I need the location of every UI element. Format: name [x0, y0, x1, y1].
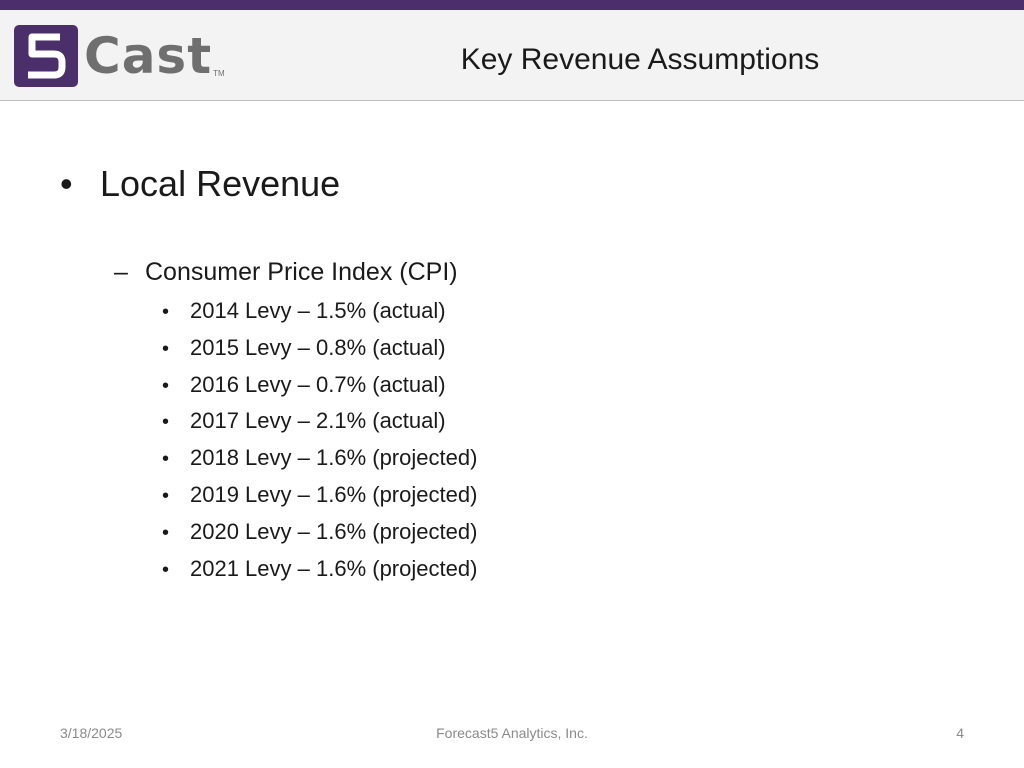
slide-title: Key Revenue Assumptions [460, 43, 820, 76]
list-item-label: 2015 Levy – 0.8% (actual) [190, 334, 446, 360]
list-item-label: 2021 Levy – 1.6% (projected) [190, 555, 478, 581]
bullet-dot-icon: • [162, 484, 170, 507]
list-item-label: 2020 Levy – 1.6% (projected) [190, 518, 478, 544]
logo-trademark: TM [213, 69, 225, 78]
list-item: • 2017 Levy – 2.1% (actual) [162, 405, 477, 442]
list-item: • 2020 Levy – 1.6% (projected) [162, 516, 477, 553]
bullet-dot-icon: • [162, 337, 170, 360]
page-number: 4 [956, 725, 964, 741]
list-item: • 2015 Levy – 0.8% (actual) [162, 332, 477, 369]
bullet-dot-icon: • [162, 448, 170, 471]
bullet-dot-icon: • [162, 411, 170, 434]
bullet-dot-icon: • [162, 521, 170, 544]
section-title: Local Revenue [100, 163, 341, 204]
bullet-dot-icon: • [60, 163, 73, 204]
footer-company: Forecast5 Analytics, Inc. [436, 725, 588, 741]
subsection-title: Consumer Price Index (CPI) [145, 258, 458, 286]
list-item-label: 2014 Levy – 1.5% (actual) [190, 298, 446, 323]
list-item: • 2018 Levy – 1.6% (projected) [162, 442, 477, 479]
section-heading: • Local Revenue [60, 162, 340, 206]
company-logo: Cast TM [14, 24, 225, 88]
list-item: • 2021 Levy – 1.6% (projected) [162, 553, 477, 590]
list-item-label: 2016 Levy – 0.7% (actual) [190, 371, 446, 397]
list-item: • 2019 Levy – 1.6% (projected) [162, 479, 477, 516]
list-item-label: 2018 Levy – 1.6% (projected) [190, 445, 478, 471]
top-accent-bar [0, 0, 1024, 10]
subsection-heading: – Consumer Price Index (CPI) [114, 256, 458, 288]
footer-date: 3/18/2025 [60, 725, 123, 741]
list-item: • 2016 Levy – 0.7% (actual) [162, 369, 477, 406]
five-logo-icon [14, 25, 78, 87]
list-item-label: 2019 Levy – 1.6% (projected) [190, 481, 478, 507]
header-divider [0, 100, 1024, 101]
bullet-dot-icon: • [162, 374, 170, 397]
logo-wordmark: Cast [84, 27, 213, 85]
levy-list: • 2014 Levy – 1.5% (actual) • 2015 Levy – … [162, 295, 477, 589]
dash-bullet-icon: – [114, 258, 128, 286]
bullet-dot-icon: • [162, 301, 170, 323]
slide-header [0, 10, 1024, 100]
bullet-dot-icon: • [162, 558, 170, 581]
list-item: • 2014 Levy – 1.5% (actual) [162, 295, 477, 332]
list-item-label: 2017 Levy – 2.1% (actual) [190, 408, 446, 434]
